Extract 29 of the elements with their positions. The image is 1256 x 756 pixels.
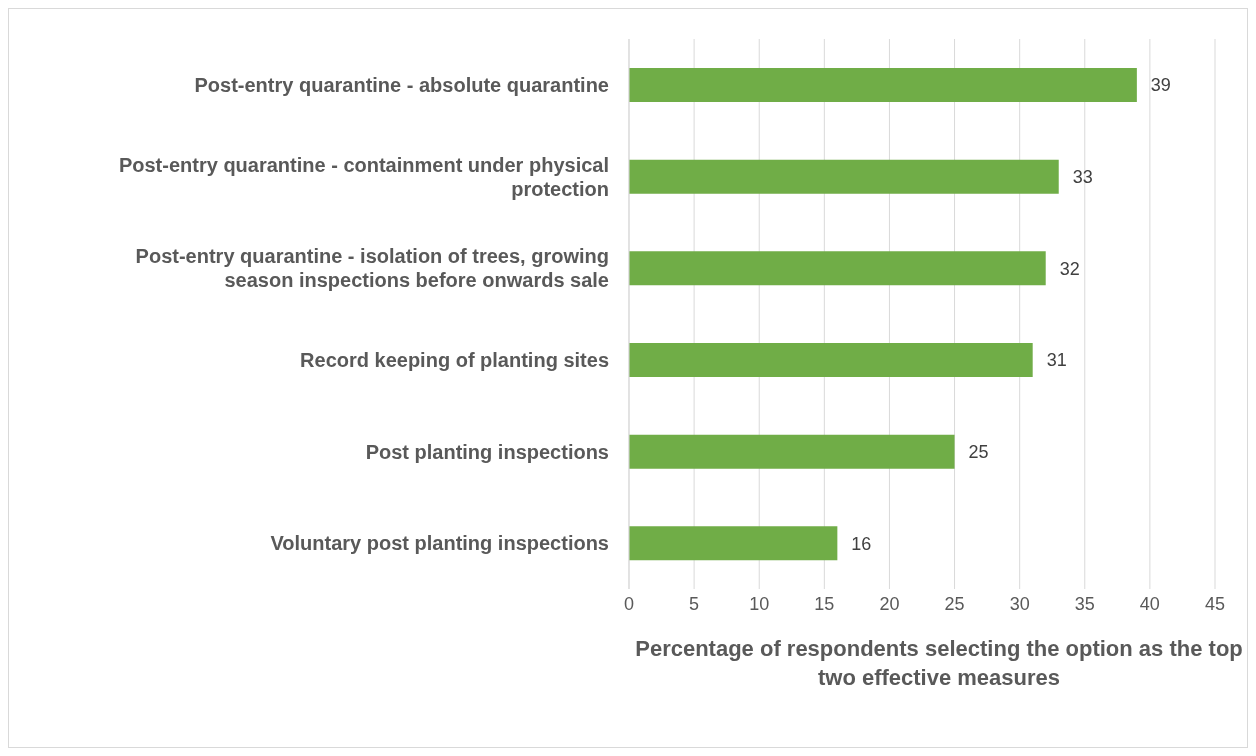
y-tick-label: Voluntary post planting inspections [270, 532, 609, 555]
x-tick-label: 0 [623, 593, 635, 614]
data-label: 39 [1150, 75, 1171, 96]
y-tick-label: Post-entry quarantine - absolute quarantine [194, 73, 609, 96]
bar [629, 251, 1046, 286]
x-tick-label: 40 [1139, 593, 1160, 614]
y-tick-label: Record keeping of planting sites [300, 348, 609, 371]
data-label: 16 [851, 533, 872, 554]
x-tick-label: 30 [1009, 593, 1030, 614]
bar [629, 159, 1059, 194]
y-tick-label: Post planting inspections [365, 440, 609, 463]
x-tick-label: 5 [689, 593, 700, 614]
bar [629, 434, 955, 469]
x-tick-label: 20 [879, 593, 900, 614]
x-tick-label: 15 [814, 593, 835, 614]
y-tick-label: Post-entry quarantine - isolation of trees, growing season inspections before onwards sale [135, 245, 609, 292]
data-label: 31 [1046, 350, 1067, 371]
x-tick-label: 35 [1074, 593, 1095, 614]
data-label: 25 [968, 442, 989, 463]
bar [629, 343, 1033, 377]
x-tick-label: 10 [749, 593, 770, 614]
bar [629, 68, 1137, 102]
y-tick-label: Post-entry quarantine - containment under physical protection [118, 153, 609, 200]
bar [629, 526, 838, 561]
x-axis-title: Percentage of respondents selecting the option as the top two effective measures [634, 635, 1244, 692]
data-label: 32 [1059, 258, 1080, 279]
data-label: 33 [1072, 167, 1093, 188]
x-tick-label: 45 [1204, 593, 1226, 614]
x-tick-label: 25 [944, 593, 965, 614]
